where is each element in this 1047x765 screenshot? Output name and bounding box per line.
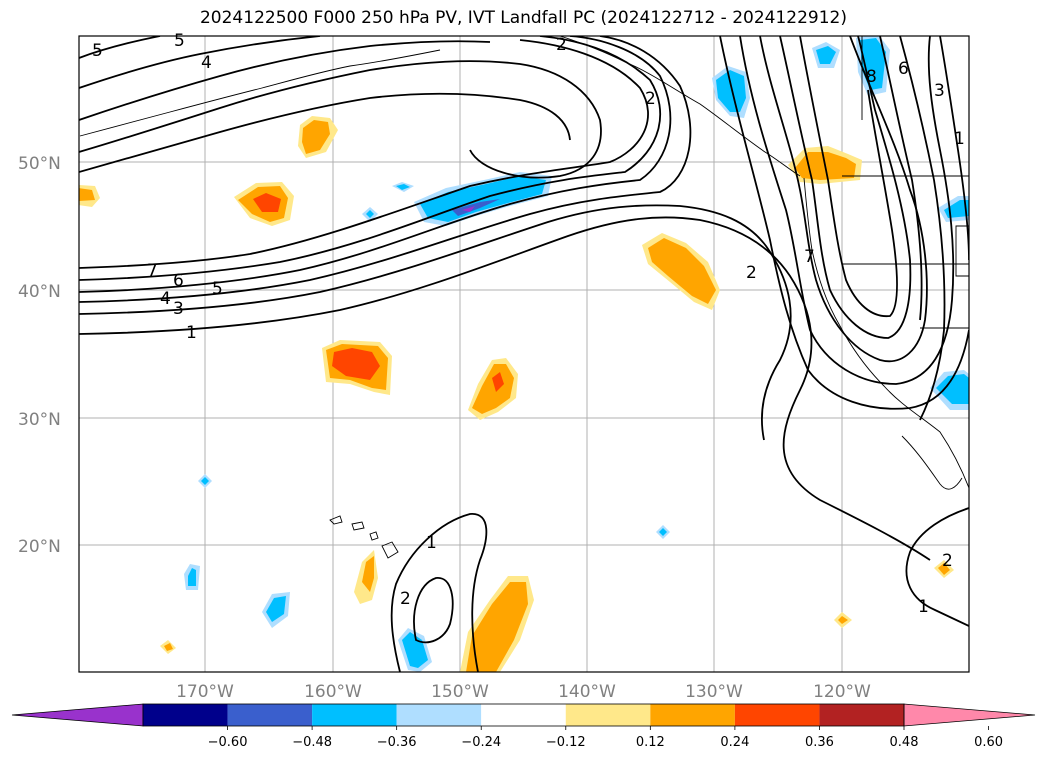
- lon-label: 150°W: [431, 682, 489, 702]
- map-border: [78, 35, 970, 673]
- colorbar-box: [819, 704, 904, 726]
- contour-label: 2: [746, 263, 757, 283]
- contour-labels: 5 5 4 2 2 7 6 5 4 3 1 2 7 8 6 3 1 1 2 2 …: [92, 31, 965, 617]
- colorbar-box: [396, 704, 482, 726]
- lat-label: 20°N: [18, 537, 61, 557]
- colorbar-box: [227, 704, 313, 726]
- colorbar-tick-label: −0.36: [377, 735, 417, 750]
- colorbar: [11, 703, 1036, 727]
- lon-label: 120°W: [813, 682, 871, 702]
- contour-label: 1: [918, 597, 929, 617]
- contour-label: 4: [160, 289, 171, 309]
- contour-label: 7: [804, 247, 815, 267]
- contour-label: 3: [934, 81, 945, 101]
- colorbar-box: [143, 704, 228, 726]
- lat-label: 40°N: [18, 282, 61, 302]
- contour-label: 6: [173, 271, 184, 291]
- lat-label: 30°N: [18, 410, 61, 430]
- contour-label: 5: [174, 31, 185, 51]
- contour-label: 2: [942, 551, 953, 571]
- contour-label: 2: [556, 35, 567, 55]
- colorbar-tick-label: 0.60: [974, 735, 1003, 750]
- colorbar-box: [650, 704, 735, 726]
- longitude-labels: 170°W 160°W 150°W 140°W 130°W 120°W: [176, 682, 871, 702]
- contour-label: 2: [645, 89, 656, 109]
- lon-label: 160°W: [304, 682, 362, 702]
- colorbar-tick-label: 0.24: [720, 735, 749, 750]
- map-title: 2024122500 F000 250 hPa PV, IVT Landfall…: [199, 8, 847, 28]
- coastlines: [79, 36, 969, 559]
- lon-label: 170°W: [176, 682, 234, 702]
- lon-label: 140°W: [558, 682, 616, 702]
- contour-label: 4: [201, 53, 212, 73]
- colorbar-outline: [142, 703, 905, 727]
- gridlines: [79, 36, 969, 672]
- colorbar-tick-label: 0.36: [805, 735, 834, 750]
- lon-label: 130°W: [685, 682, 743, 702]
- colorbar-tick-label: 0.12: [636, 735, 665, 750]
- contour-label: 6: [898, 59, 909, 79]
- colorbar-tick-label: −0.48: [292, 735, 332, 750]
- colorbar-tick-label: −0.12: [546, 735, 586, 750]
- colorbar-tick-labels: −0.60 −0.48 −0.36 −0.24 −0.12 0.12 0.24 0.36 0.4…: [208, 726, 1003, 750]
- colorbar-box: [481, 704, 566, 726]
- colorbar-box: [565, 704, 651, 726]
- contour-label: 7: [147, 261, 158, 281]
- colorbar-extend-max: [903, 703, 1036, 727]
- lat-label: 50°N: [18, 154, 61, 174]
- colorbar-tick-label: −0.24: [461, 735, 501, 750]
- contour-label: 5: [212, 279, 223, 299]
- contour-label: 5: [92, 41, 103, 61]
- contour-label: 1: [186, 323, 197, 343]
- contour-label: 1: [954, 129, 965, 149]
- pv-contours: [79, 36, 969, 672]
- colorbar-extend-min: [11, 703, 144, 727]
- colorbar-tick-label: −0.60: [208, 735, 248, 750]
- colorbar-box: [312, 704, 397, 726]
- contour-label: 8: [866, 67, 877, 87]
- contour-label: 1: [426, 533, 437, 553]
- colorbar-tick-label: 0.48: [890, 735, 919, 750]
- latitude-labels: 50°N 40°N 30°N 20°N: [18, 154, 61, 557]
- contour-label: 3: [173, 299, 184, 319]
- contour-label: 2: [400, 589, 411, 609]
- colorbar-box: [734, 704, 820, 726]
